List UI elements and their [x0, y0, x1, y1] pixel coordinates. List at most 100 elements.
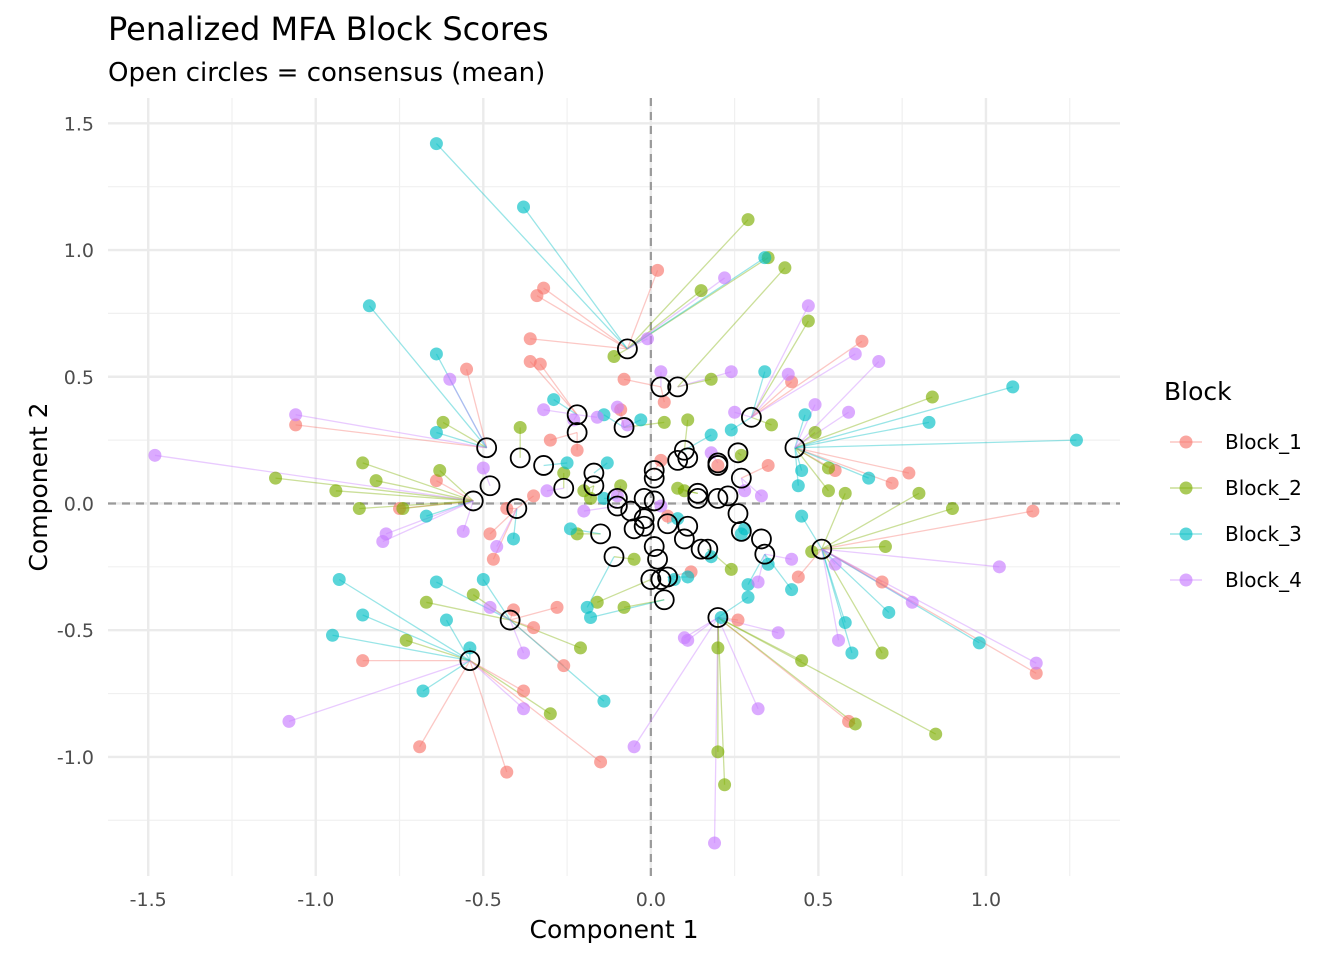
consensus-point — [811, 538, 833, 560]
segment-block-3 — [435, 143, 628, 350]
segment-block-2 — [717, 616, 856, 725]
consensus-point — [740, 406, 762, 428]
point-block-4 — [724, 365, 738, 379]
point-block-1 — [517, 684, 531, 698]
point-block-1 — [570, 443, 584, 457]
segment-block-1 — [539, 363, 578, 416]
point-block-3 — [580, 600, 594, 614]
consensus-point — [606, 488, 628, 509]
point-block-2 — [399, 633, 413, 647]
point-block-4 — [476, 461, 490, 475]
segment-block-2 — [362, 462, 474, 502]
point-block-3 — [584, 611, 598, 625]
x-tick-label: 1.0 — [971, 889, 1001, 911]
y-tick-label: 1.0 — [64, 240, 94, 262]
consensus-point — [566, 422, 588, 443]
point-block-1 — [875, 575, 889, 589]
consensus-point — [606, 495, 628, 517]
point-block-4 — [708, 836, 722, 850]
segment-block-4 — [288, 659, 471, 723]
consensus-point — [653, 589, 675, 611]
segment-block-1 — [717, 617, 849, 722]
legend-key-point — [1179, 527, 1193, 541]
legend-label: Block_4 — [1225, 568, 1302, 592]
point-block-3 — [332, 572, 346, 586]
consensus-point — [643, 536, 665, 557]
segment-block-2 — [509, 619, 581, 649]
point-block-3 — [362, 299, 376, 313]
segment-block-4 — [751, 353, 856, 418]
segment-block-4 — [496, 508, 518, 547]
point-block-3 — [563, 522, 577, 536]
point-block-2 — [513, 420, 527, 434]
point-block-3 — [429, 575, 443, 589]
y-axis-tick-labels: -1.0 -0.5 0.0 0.5 1.0 1.5 — [57, 113, 94, 769]
point-block-4 — [842, 405, 856, 419]
segment-block-3 — [422, 660, 471, 692]
segment-block-1 — [821, 548, 1037, 674]
point-block-1 — [533, 357, 547, 371]
consensus-point — [727, 503, 749, 525]
point-block-3 — [547, 393, 561, 407]
point-block-3 — [416, 684, 430, 698]
point-block-3 — [798, 408, 812, 422]
point-block-4 — [456, 524, 470, 538]
segment-block-1 — [509, 606, 558, 621]
point-block-4 — [379, 527, 393, 541]
point-block-3 — [791, 479, 805, 493]
segment-block-2 — [442, 421, 487, 449]
point-block-2 — [627, 552, 641, 566]
y-tick-label: -0.5 — [57, 620, 94, 642]
consensus-point — [590, 523, 611, 545]
point-block-4 — [1029, 656, 1043, 670]
point-block-1 — [657, 395, 671, 409]
point-block-4 — [610, 400, 624, 414]
point-block-1 — [761, 458, 775, 472]
consensus-point — [643, 467, 665, 489]
x-tick-label: -1.0 — [297, 889, 334, 911]
minor-gridlines — [108, 98, 1120, 876]
segment-block-4 — [469, 660, 524, 710]
point-block-4 — [751, 575, 765, 589]
point-block-1 — [651, 263, 665, 277]
point-block-2 — [543, 707, 557, 721]
segment-block-2 — [627, 290, 702, 350]
segment-block-1 — [794, 447, 893, 484]
segment-block-4 — [821, 548, 913, 603]
point-block-3 — [758, 365, 772, 379]
point-block-3 — [671, 512, 685, 526]
point-block-3 — [738, 522, 752, 536]
point-block-1 — [527, 621, 541, 635]
point-block-2 — [436, 415, 450, 429]
point-block-2 — [577, 484, 591, 498]
point-block-2 — [795, 654, 809, 668]
point-block-1 — [791, 570, 805, 584]
point-block-2 — [912, 486, 926, 500]
point-block-2 — [778, 261, 792, 275]
consensus-point — [673, 528, 695, 550]
consensus-point — [479, 475, 501, 497]
point-block-3 — [429, 426, 443, 440]
consensus-point — [657, 566, 679, 588]
segment-block-4 — [717, 617, 759, 710]
point-block-3 — [724, 423, 738, 437]
segment-block-1 — [399, 500, 474, 510]
segment-block-4 — [750, 305, 809, 418]
point-block-4 — [443, 372, 457, 386]
segment-block-1 — [436, 480, 474, 502]
consensus-point — [717, 485, 739, 507]
legend-key-point — [1179, 573, 1193, 587]
segment-block-2 — [821, 545, 886, 550]
segment-block-4 — [713, 617, 719, 844]
segment-block-2 — [426, 601, 511, 621]
point-block-3 — [972, 636, 986, 650]
point-block-2 — [590, 595, 604, 609]
consensus-point — [667, 449, 689, 471]
segment-block-1 — [821, 510, 1033, 550]
consensus-point — [730, 520, 752, 542]
chart-title: Penalized MFA Block Scores — [108, 10, 549, 48]
segment-block-4 — [154, 454, 474, 502]
segment-block-3 — [332, 634, 471, 662]
legend: Block Block_1 Block_2 Block_3 Block_4 — [1164, 377, 1302, 592]
point-block-1 — [356, 654, 370, 668]
